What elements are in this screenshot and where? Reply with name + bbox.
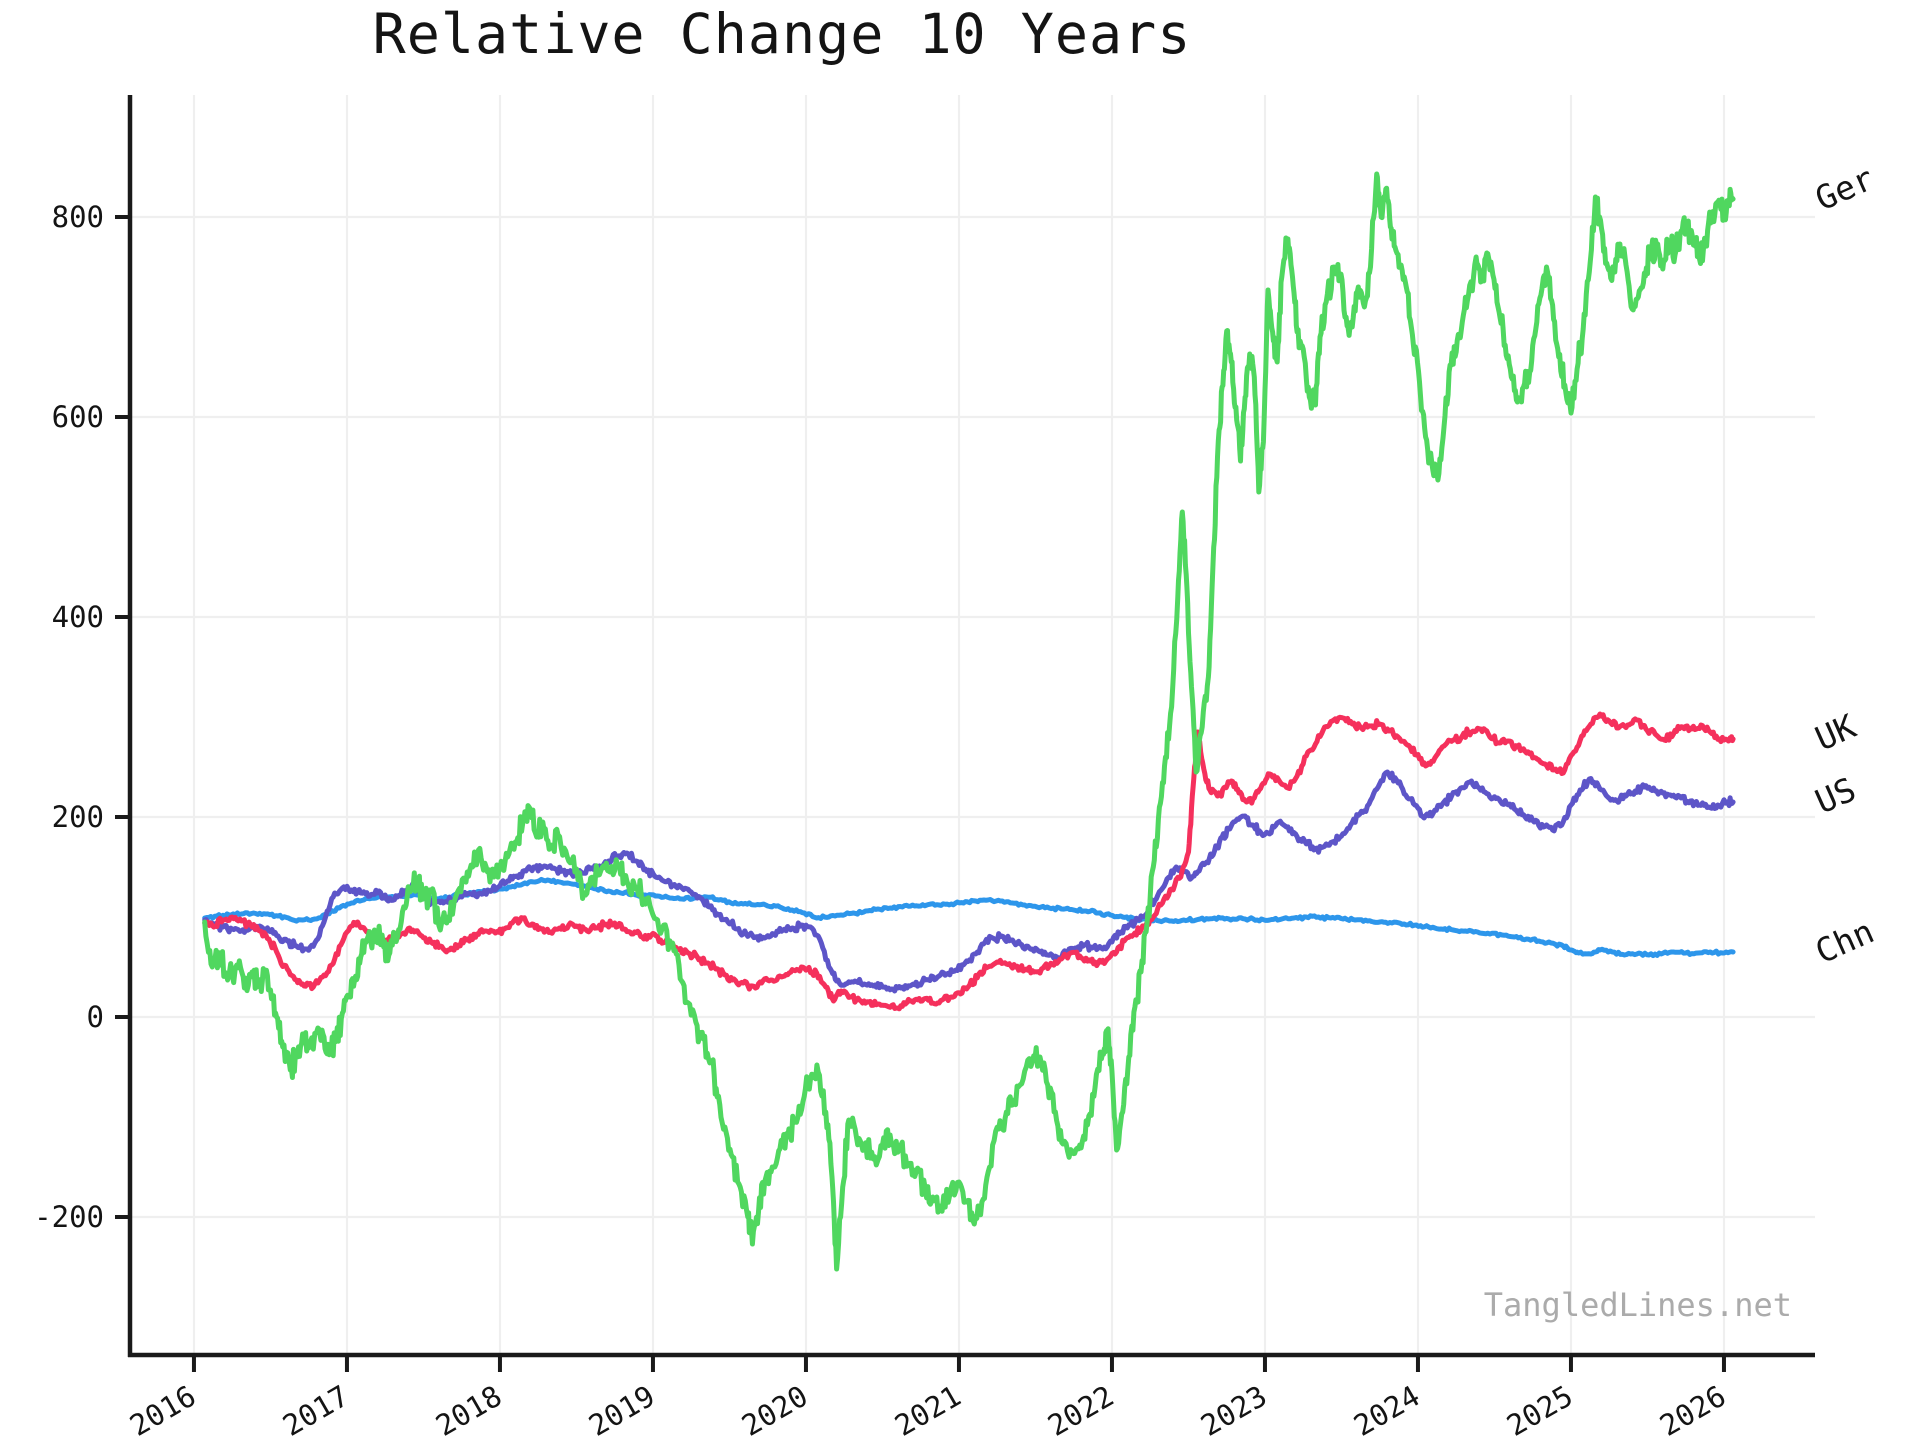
y-tick-label: -200 (34, 1200, 104, 1234)
series-label-uk: UK (1809, 706, 1861, 758)
x-tick-label: 2019 (583, 1379, 660, 1440)
y-tick-label: 800 (52, 200, 104, 234)
series-label-ger: Ger (1809, 158, 1879, 218)
x-tick-label: 2020 (736, 1379, 813, 1440)
series-line-uk (202, 711, 1736, 1012)
series-label-chn: Chn (1809, 911, 1879, 971)
x-tick-label: 2024 (1348, 1379, 1425, 1440)
series-line-ger (202, 171, 1736, 1272)
x-tick-label: 2022 (1042, 1379, 1119, 1440)
x-tick-label: 2026 (1654, 1379, 1731, 1440)
chart-title: Relative Change 10 Years (372, 2, 1192, 66)
y-tick-label: 0 (87, 1000, 104, 1034)
axes (115, 95, 1815, 1372)
gridlines (130, 95, 1815, 1355)
watermark-text: TangledLines.net (1483, 1286, 1792, 1324)
y-tick-label: 200 (52, 800, 104, 834)
x-tick-label: 2021 (889, 1379, 966, 1440)
series-label-us: US (1809, 770, 1861, 822)
x-tick-label: 2025 (1501, 1379, 1578, 1440)
series-line-us (202, 769, 1736, 994)
x-tick-label: 2023 (1195, 1379, 1272, 1440)
y-tick-label: 400 (52, 600, 104, 634)
x-tick-label: 2016 (124, 1379, 201, 1440)
x-tick-label: 2018 (430, 1379, 507, 1440)
y-tick-label: 600 (52, 400, 104, 434)
series-labels: Chn US UK Ger (1809, 158, 1879, 971)
x-tick-label: 2017 (277, 1379, 354, 1440)
tick-labels: -200 0 200 400 600 800 2016 2017 2018 2019 2020 202… (34, 200, 1731, 1440)
data-series (202, 171, 1736, 1272)
